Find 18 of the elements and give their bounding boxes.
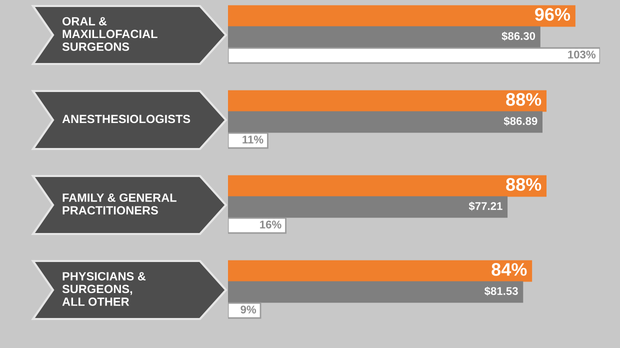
data-label: 16% xyxy=(260,220,282,228)
data-label: 96% xyxy=(535,8,570,21)
bar xyxy=(228,47,600,64)
y-tick-label: FAMILY & GENERAL PRACTITIONERS xyxy=(62,193,176,215)
data-label: 88% xyxy=(506,178,542,191)
data-label: $86.89 xyxy=(504,116,538,126)
y-tick-label: ANESTHESIOLOGISTS xyxy=(62,114,190,124)
data-label: $86.30 xyxy=(502,32,536,41)
y-tick-label: PHYSICIANS & SURGEONS, ALL OTHER xyxy=(62,272,146,306)
y-tick-label: ORAL & MAXILLOFACIAL SURGEONS xyxy=(62,17,158,51)
data-label: 88% xyxy=(506,93,542,106)
bar xyxy=(228,217,286,234)
data-label: 11% xyxy=(242,136,264,144)
data-label: 84% xyxy=(492,263,527,276)
data-label: 103% xyxy=(568,50,596,58)
data-label: 9% xyxy=(240,306,256,314)
data-label: $81.53 xyxy=(484,286,518,296)
data-label: $77.21 xyxy=(468,202,502,211)
